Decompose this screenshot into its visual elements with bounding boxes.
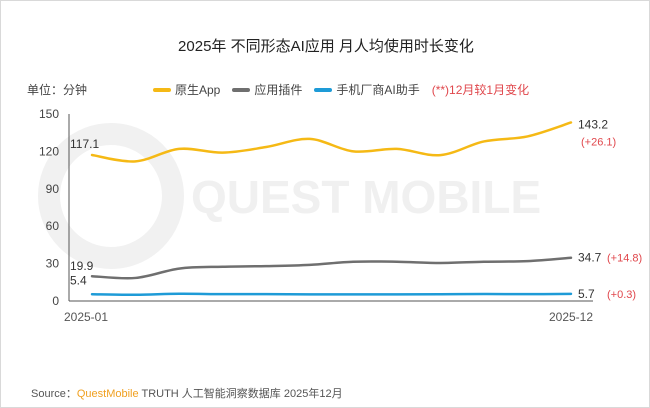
source-brand: QuestMobile bbox=[76, 388, 139, 400]
unit-label: 单位：分钟 bbox=[27, 83, 88, 97]
x-tick-label: 2025-12 bbox=[549, 310, 593, 324]
legend-swatch bbox=[232, 87, 251, 92]
legend-swatch bbox=[314, 87, 333, 92]
legend-label: 应用插件 bbox=[254, 83, 303, 97]
source-prefix: Source： bbox=[31, 388, 77, 400]
legend-item-phone-assistant: 手机厂商AI助手 bbox=[314, 81, 420, 98]
source-note: Source：QuestMobile TRUTH 人工智能洞察数据库 2025年… bbox=[31, 385, 343, 401]
end-value-label: 143.2 bbox=[578, 117, 608, 131]
series-line-1 bbox=[90, 256, 573, 280]
watermark-logo bbox=[38, 123, 184, 269]
legend-item-native-app: 原生App bbox=[153, 81, 220, 98]
start-value-label: 117.1 bbox=[70, 137, 99, 151]
source-rest: TRUTH 人工智能洞察数据库 2025年12月 bbox=[138, 388, 343, 400]
y-tick-label: 30 bbox=[46, 257, 60, 271]
legend-label: 原生App bbox=[175, 83, 221, 97]
legend-label: 手机厂商AI助手 bbox=[336, 83, 420, 97]
legend: 原生App 应用插件 手机厂商AI助手 (**)12月较1月变化 bbox=[153, 81, 529, 98]
series-line-0 bbox=[90, 121, 573, 163]
start-value-label: 19.9 bbox=[70, 259, 94, 273]
chart-title: 2025年 不同形态AI应用 月人均使用时长变化 bbox=[178, 38, 474, 55]
start-value-label: 5.4 bbox=[70, 273, 87, 287]
change-label: (+26.1) bbox=[581, 136, 616, 148]
y-tick-label: 0 bbox=[52, 294, 59, 308]
change-label: (+14.8) bbox=[607, 253, 642, 265]
series-line-2 bbox=[90, 292, 573, 297]
legend-swatch bbox=[153, 87, 171, 92]
change-label: (+0.3) bbox=[607, 289, 636, 301]
legend-item-plugin: 应用插件 bbox=[232, 81, 302, 98]
y-tick-label: 90 bbox=[46, 182, 60, 196]
y-tick-label: 150 bbox=[39, 107, 59, 121]
legend-note: (**)12月较1月变化 bbox=[431, 83, 530, 97]
end-value-label: 34.7 bbox=[578, 251, 602, 265]
y-tick-label: 120 bbox=[39, 144, 59, 158]
y-tick-label: 60 bbox=[46, 219, 60, 233]
watermark-text: QUEST MOBILE bbox=[191, 171, 541, 223]
x-tick-label: 2025-01 bbox=[64, 310, 108, 324]
end-value-label: 5.7 bbox=[578, 287, 595, 301]
